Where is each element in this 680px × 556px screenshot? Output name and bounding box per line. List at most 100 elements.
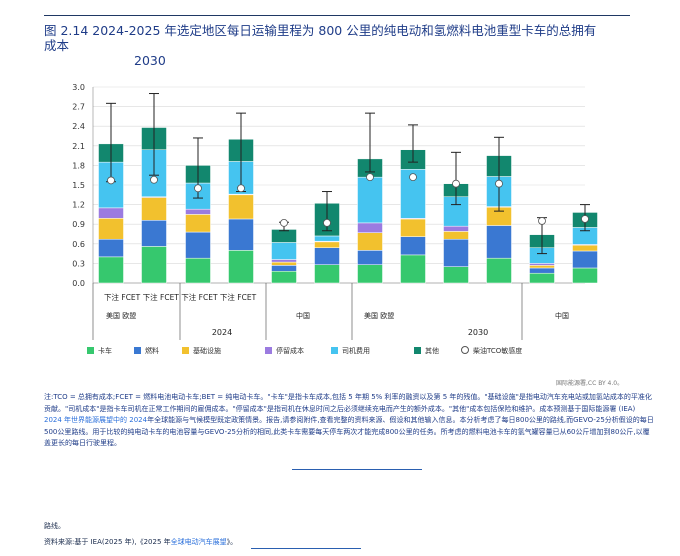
legend-swatch	[331, 347, 338, 354]
bar-segment-5	[271, 242, 297, 260]
bar-segment-1	[572, 267, 598, 284]
notes-divider	[292, 469, 422, 470]
legend-item-infrastructure: 基础设施	[182, 346, 221, 356]
region-label: 中国	[296, 311, 310, 320]
legend-item-truck: 卡车	[87, 346, 112, 356]
bar-segment-5	[314, 235, 340, 242]
legend-circle-icon	[461, 346, 469, 354]
sensitivity-marker	[409, 173, 417, 182]
legend-label: 停留成本	[276, 347, 304, 355]
bar-segment-4	[443, 225, 469, 232]
chart-notes: 注:TCO = 总拥有成本;FCET = 燃料电池电动卡车;BET = 纯电动卡…	[44, 392, 654, 450]
bar-segment-2	[271, 265, 297, 272]
route-label: 路线。	[44, 522, 65, 530]
bar-segment-3	[572, 244, 598, 252]
figure-title-line2: 成本	[44, 38, 70, 53]
legend-label: 其他	[425, 347, 439, 355]
bar-segment-3	[400, 218, 426, 237]
notes-text: 注:TCO = 总拥有成本;FCET = 燃料电池电动卡车;BET = 纯电动卡…	[44, 393, 652, 413]
notes-text-end: 。报告,请参阅附件,查看完整的资料来源、假设和其他输入信息。本分析考虑了每日80…	[44, 416, 654, 447]
region-label: 中国	[555, 311, 569, 320]
bar-segment-3	[357, 232, 383, 251]
bar-segment-1	[271, 270, 297, 284]
bar-segment-4	[98, 207, 124, 219]
bar-segment-3	[98, 218, 124, 240]
bar-segment-5	[357, 176, 383, 224]
y-tick-label: 2.1	[72, 142, 85, 151]
legend-item-driver: 司机费用	[331, 346, 370, 356]
legend-label: 司机费用	[342, 347, 370, 355]
bar-segment-1	[185, 257, 211, 284]
y-tick-label: 0.6	[72, 240, 85, 249]
legend-item-fuel: 燃料	[134, 346, 159, 356]
y-tick-label: 0.9	[72, 220, 85, 229]
year-label: 2024	[212, 328, 232, 337]
legend-label: 燃料	[145, 347, 159, 355]
bar-segment-1	[228, 250, 254, 284]
region-label: 美国 欧盟	[364, 311, 394, 320]
y-tick-label: 2.7	[72, 103, 85, 112]
region-label: 美国 欧盟	[106, 311, 136, 320]
bar-segment-2	[228, 218, 254, 251]
top-rule	[44, 15, 630, 16]
legend-label: 柴油TCO敏感度	[473, 347, 523, 355]
bar-segment-3	[529, 265, 555, 269]
bar-segment-4	[357, 222, 383, 233]
sensitivity-marker	[581, 215, 589, 223]
sensitivity-marker	[323, 218, 331, 227]
legend-item-sensitivity: 柴油TCO敏感度	[461, 346, 522, 356]
legend-item-other: 其他	[414, 346, 439, 356]
sensitivity-marker	[107, 176, 115, 185]
bar-segment-2	[141, 220, 167, 247]
bar-segment-2	[572, 250, 598, 269]
y-tick-label: 1.5	[72, 181, 85, 190]
y-tick-label: 1.8	[72, 161, 85, 170]
sensitivity-marker	[194, 184, 202, 193]
source-text-end: 》。	[226, 538, 238, 546]
y-tick-label: 2.4	[72, 122, 85, 131]
notes-text-mid: 年全球能源与气候模型既定政策情景	[147, 416, 260, 424]
bar-segment-1	[486, 257, 512, 284]
y-tick-label: 3.0	[72, 83, 85, 92]
bar-segment-2	[529, 267, 555, 274]
bar-segment-1	[141, 246, 167, 284]
legend-swatch	[182, 347, 189, 354]
y-tick-label: 0.3	[72, 259, 85, 268]
notes-link-weo[interactable]: 2024 年世界能源展望中的 2024	[44, 416, 148, 424]
bar-segment-1	[529, 272, 555, 284]
source-link[interactable]: 全球电动汽车展望	[170, 538, 227, 546]
bar-segment-4	[185, 208, 211, 215]
source-underline	[251, 548, 361, 549]
sensitivity-marker	[452, 179, 460, 188]
sensitivity-marker	[280, 218, 288, 227]
sensitivity-marker	[495, 179, 503, 188]
bar-segment-1	[443, 266, 469, 284]
bar-segment-2	[98, 238, 124, 258]
bar-segment-5	[98, 161, 124, 209]
stacked-bar-chart: 0.00.30.60.91.21.51.82.12.42.73.0下注 FCET…	[72, 83, 598, 340]
legend-item-dwell: 停留成本	[265, 346, 304, 356]
bar-segment-1	[357, 264, 383, 284]
legend-swatch	[414, 347, 421, 354]
bar-segment-2	[400, 236, 426, 256]
bar-segment-2	[357, 250, 383, 265]
bar-segment-2	[185, 231, 211, 259]
bar-segment-2	[443, 238, 469, 267]
y-tick-label: 0.0	[72, 279, 85, 288]
bar-segment-3	[141, 197, 167, 221]
bar-segment-1	[400, 254, 426, 284]
bar-segment-3	[185, 214, 211, 233]
bar-segment-3	[271, 261, 297, 266]
source-line: 资料来源:基于 IEA(2025 年),《2025 年全球电动汽车展望》。	[44, 537, 237, 547]
bar-segment-2	[486, 225, 512, 259]
bar-segment-3	[443, 231, 469, 240]
figure-title-line3: 2030	[134, 53, 166, 68]
source-text: 资料来源:基于 IEA(2025 年),《2025 年	[44, 538, 171, 546]
bar-segment-1	[98, 256, 124, 284]
bar-segment-1	[314, 264, 340, 284]
legend-label: 基础设施	[193, 347, 221, 355]
legend-label: 卡车	[98, 347, 112, 355]
bar-segment-3	[314, 241, 340, 248]
chart-credit: 国际能源署,CC BY 4.0。	[556, 380, 624, 387]
sensitivity-marker	[237, 184, 245, 193]
